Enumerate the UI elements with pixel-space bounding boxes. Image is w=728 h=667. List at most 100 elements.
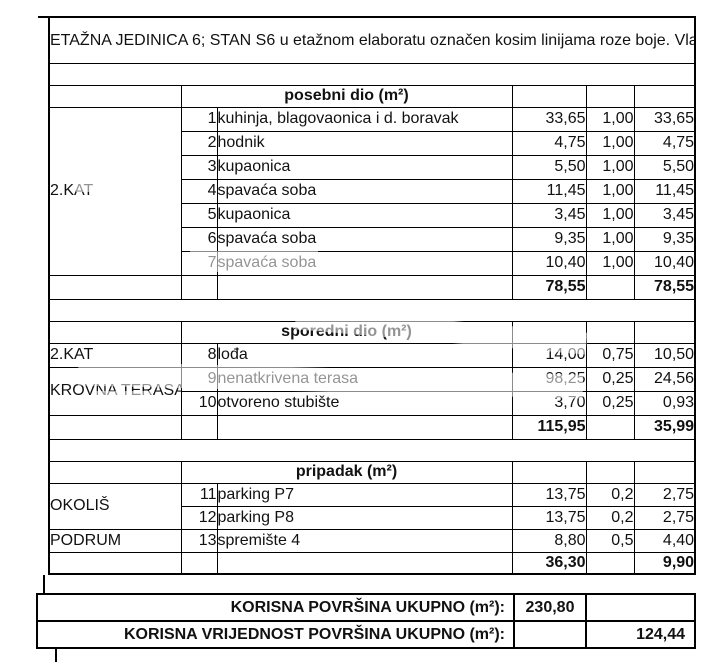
table-row: 5 kupaonica 3,45 1,00 3,45 [49, 202, 696, 228]
row-coefficient: 1,00 [585, 106, 635, 132]
table-row: 6 spavaća soba 9,35 1,00 9,35 [49, 226, 696, 252]
gridline-artifact [43, 575, 45, 593]
summary-row: KORISNA VRIJEDNOST POVRŠINA UKUPNO (m²):… [36, 620, 696, 649]
empty-cell [633, 84, 696, 108]
row-number: 6 [180, 226, 218, 252]
row-description: nenatkrivena terasa [216, 366, 513, 392]
row-coefficient: 0,5 [585, 528, 635, 553]
row-value: 10,50 [633, 342, 696, 368]
table-row: OKOLIŠ 11 parking P7 13,75 0,2 2,75 [48, 482, 696, 530]
row-number: 2 [180, 130, 218, 156]
row-number: 13 [180, 528, 218, 553]
row-number: 3 [180, 154, 218, 180]
spacer-row [48, 62, 696, 86]
section-total-value: 9,90 [633, 551, 696, 575]
row-area: 13,75 [511, 505, 587, 530]
empty-cell [633, 460, 696, 484]
row-location: OKOLIŠ [48, 482, 182, 530]
summary-total-value-value: 124,44 [585, 620, 696, 649]
spacer-row [48, 438, 696, 462]
row-description: parking P8 [216, 505, 513, 530]
row-value: 4,40 [633, 528, 696, 553]
spacer-cell [48, 62, 696, 86]
empty-cell [180, 274, 218, 300]
section-total-row: 36,30 9,90 [48, 551, 696, 575]
table-row: KROVNA TERASA 9 nenatkrivena terasa 98,2… [48, 366, 696, 416]
row-description: kupaonica [216, 154, 513, 180]
row-description: lođa [216, 342, 513, 368]
empty-cell [633, 320, 696, 344]
row-description: parking P7 [216, 482, 513, 507]
table-row: 3 kupaonica 5,50 1,00 5,50 [49, 154, 696, 180]
empty-cell [585, 551, 635, 575]
row-coefficient: 0,25 [585, 390, 635, 416]
row-number: 8 [180, 342, 218, 368]
empty-cell [48, 320, 182, 344]
row-location: PODRUM [48, 528, 182, 553]
row-location: 2.KAT [48, 342, 182, 368]
row-value: 2,75 [633, 482, 696, 507]
row-description: otvoreno stubište [216, 390, 513, 416]
section-total-row: 115,95 35,99 [48, 414, 696, 440]
row-value: 2,75 [633, 505, 696, 530]
row-location: KROVNA TERASA [48, 366, 182, 416]
table-row: 2.KAT 1 kuhinja, blagovaonica i d. borav… [48, 106, 696, 276]
section-header-row: sporedni dio (m²) [48, 320, 696, 344]
row-description: spavaća soba [216, 250, 513, 276]
row-coefficient: 0,75 [585, 342, 635, 368]
title-row: ETAŽNA JEDINICA 6; STAN S6 u etažnom ela… [48, 16, 696, 64]
summary-total-area-label: KORISNA POVRŠINA UKUPNO (m²): [36, 593, 515, 622]
row-area: 9,35 [511, 226, 587, 252]
spacer-cell [48, 298, 696, 322]
row-value: 10,40 [633, 250, 696, 276]
row-coefficient: 0,2 [585, 505, 635, 530]
row-area: 33,65 [511, 106, 587, 132]
row-number: 4 [180, 178, 218, 204]
row-area: 14,00 [511, 342, 587, 368]
row-number: 9 [180, 366, 218, 392]
section-total-area: 115,95 [511, 414, 587, 440]
row-number: 11 [180, 482, 218, 507]
row-description: spremište 4 [216, 528, 513, 553]
section-total-value: 35,99 [633, 414, 696, 440]
empty-cell [48, 274, 182, 300]
empty-cell [48, 414, 182, 440]
section-header-posebni-dio: posebni dio (m²) [180, 84, 513, 108]
table-row: PODRUM 13 spremište 4 8,80 0,5 4,40 [48, 528, 696, 553]
row-location: 2.KAT [48, 106, 182, 276]
row-value: 33,65 [633, 106, 696, 132]
section-total-area: 36,30 [511, 551, 587, 575]
section-header-row: pripadak (m²) [48, 460, 696, 484]
empty-cell [48, 460, 182, 484]
row-number: 1 [180, 106, 218, 132]
row-coefficient: 1,00 [585, 130, 635, 156]
row-area: 3,70 [511, 390, 587, 416]
empty-cell [511, 460, 587, 484]
empty-cell [180, 551, 218, 575]
row-value: 3,45 [633, 202, 696, 228]
row-coefficient: 1,00 [585, 202, 635, 228]
row-area: 11,45 [511, 178, 587, 204]
row-value: 11,45 [633, 178, 696, 204]
section-total-area: 78,55 [511, 274, 587, 300]
row-area: 98,25 [511, 366, 587, 392]
empty-cell [48, 84, 182, 108]
row-area: 10,40 [511, 250, 587, 276]
row-value: 24,56 [633, 366, 696, 392]
row-area: 8,80 [511, 528, 587, 553]
summary-table: KORISNA POVRŠINA UKUPNO (m²): 230,80 KOR… [36, 593, 696, 649]
gridline-artifact [55, 649, 57, 662]
empty-cell [216, 414, 513, 440]
empty-cell [511, 84, 587, 108]
empty-cell [585, 84, 635, 108]
row-description: spavaća soba [216, 178, 513, 204]
table-title: ETAŽNA JEDINICA 6; STAN S6 u etažnom ela… [48, 16, 696, 64]
row-description: kupaonica [216, 202, 513, 228]
empty-cell [585, 274, 635, 300]
table-row: 2.KAT 8 lođa 14,00 0,75 10,50 [48, 342, 696, 368]
row-description: spavaća soba [216, 226, 513, 252]
row-number: 10 [180, 390, 218, 416]
empty-cell [511, 320, 587, 344]
section-header-row: posebni dio (m²) [48, 84, 696, 108]
row-value: 9,35 [633, 226, 696, 252]
